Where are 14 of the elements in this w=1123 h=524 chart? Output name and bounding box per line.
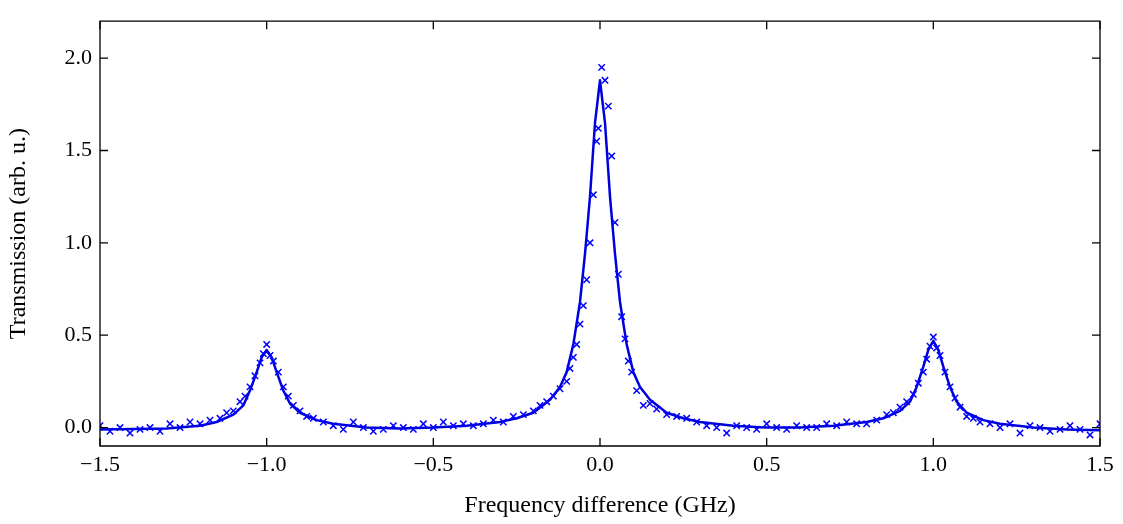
x-tick-label: −1.0 [246, 450, 287, 476]
x-tick-label: −0.5 [413, 450, 454, 476]
x-tick-label: 1.5 [1086, 450, 1114, 476]
y-tick-label: 0.0 [64, 413, 92, 439]
x-tick-label: 1.0 [919, 450, 948, 476]
y-axis-title: Transmission (arb. u.) [3, 128, 30, 340]
x-tick-label: 0.0 [586, 450, 614, 476]
x-tick-label: 0.5 [752, 450, 781, 476]
y-tick-label: 2.0 [64, 43, 92, 69]
y-tick-label: 1.0 [64, 228, 92, 254]
x-tick-label: −1.5 [80, 450, 120, 476]
x-axis-title: Frequency difference (GHz) [464, 490, 736, 517]
y-tick-label: 0.5 [64, 320, 92, 346]
y-tick-label: 1.5 [64, 136, 92, 162]
